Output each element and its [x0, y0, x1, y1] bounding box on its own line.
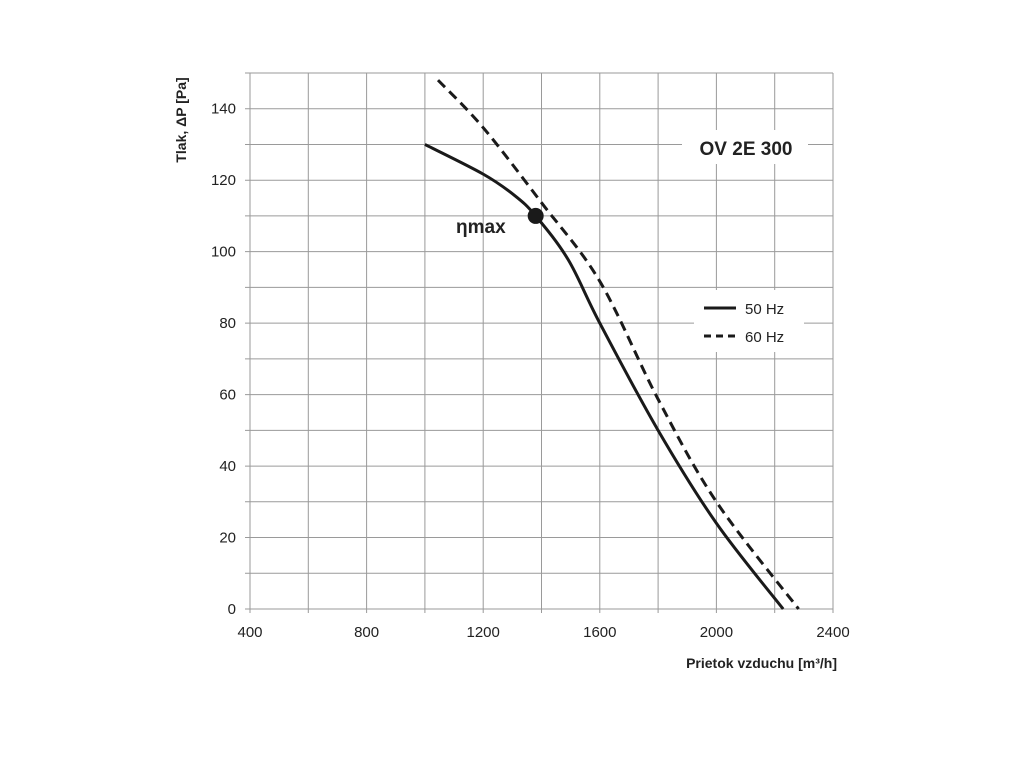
y-tick-label: 140 [211, 101, 236, 118]
series-line-50hz [424, 143, 785, 610]
y-tick-label: 120 [211, 172, 236, 189]
chart-title: OV 2E 300 [700, 139, 793, 160]
x-tick-label: 2400 [816, 624, 849, 641]
y-tick-label: 40 [219, 458, 236, 475]
y-tick-label: 100 [211, 244, 236, 261]
y-tick-label: 60 [219, 387, 236, 404]
curves [424, 79, 800, 610]
y-axis-label: Tlak, ΔP [Pa] [173, 77, 189, 162]
y-tick-label: 80 [219, 315, 236, 332]
eta-max-point [527, 207, 544, 224]
y-tick-label: 0 [228, 601, 236, 618]
x-tick-label: 400 [237, 624, 262, 641]
legend-label-50hz: 50 Hz [745, 301, 784, 318]
eta-max-label: ηmax [456, 217, 506, 238]
x-tick-label: 800 [354, 624, 379, 641]
x-tick-label: 2000 [700, 624, 733, 641]
legend-background [694, 290, 804, 352]
tick-labels: 400 800 1200 1600 2000 2400 0 20 40 60 80 100 120 140 [211, 101, 850, 641]
y-tick-label: 20 [219, 530, 236, 547]
x-axis-label: Prietok vzduchu [m³/h] [686, 655, 837, 671]
legend-label-60hz: 60 Hz [745, 329, 784, 346]
grid [245, 72, 834, 613]
series-line-60hz [436, 79, 800, 610]
title-background [682, 130, 808, 164]
x-tick-label: 1600 [583, 624, 616, 641]
legend: 50 Hz 60 Hz [704, 301, 784, 346]
x-tick-label: 1200 [467, 624, 500, 641]
